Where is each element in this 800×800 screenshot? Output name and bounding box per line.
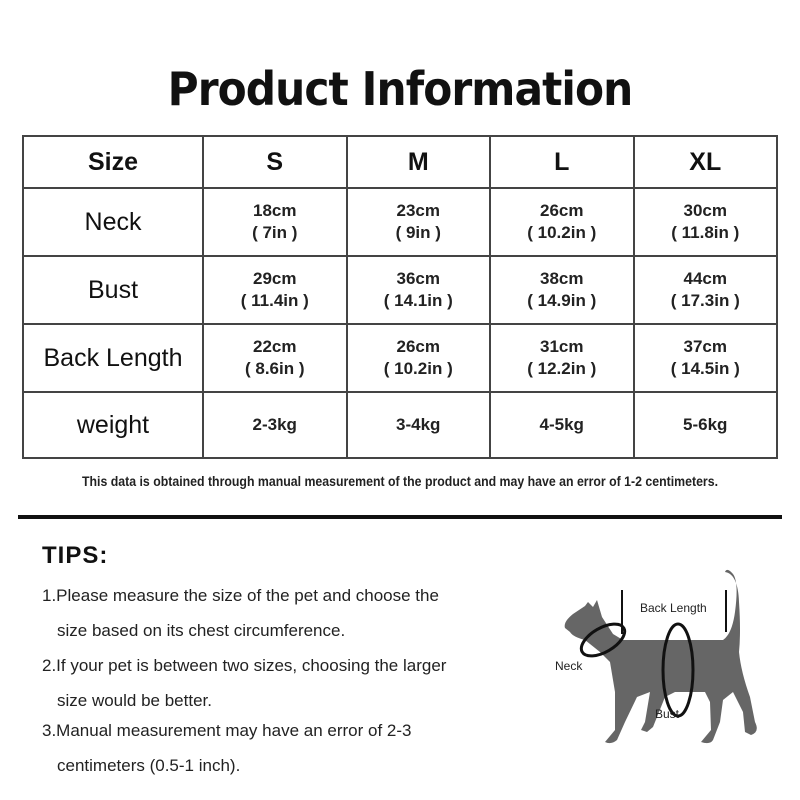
row-label: Bust [22, 255, 204, 325]
row-label: weight [22, 391, 204, 459]
table-cell: 36cm( 14.1in ) [345, 255, 491, 325]
tip-item: 3.Manual measurement may have an error o… [42, 721, 412, 775]
table-cell: 3-4kg [345, 391, 491, 459]
table-cell: 18cm( 7in ) [202, 187, 348, 257]
table-row: Back Length 22cm( 8.6in ) 26cm( 10.2in )… [22, 323, 778, 393]
header-m: M [345, 135, 491, 189]
header-size: Size [22, 135, 204, 189]
cat-silhouette-icon [564, 569, 757, 744]
table-cell: 22cm( 8.6in ) [202, 323, 348, 393]
table-cell: 31cm( 12.2in ) [489, 323, 635, 393]
back-length-label: Back Length [640, 601, 707, 615]
bust-label: Bust [655, 707, 680, 721]
table-cell: 23cm( 9in ) [345, 187, 491, 257]
table-row: Neck 18cm( 7in ) 23cm( 9in ) 26cm( 10.2i… [22, 187, 778, 257]
table-cell: 26cm( 10.2in ) [345, 323, 491, 393]
header-l: L [489, 135, 635, 189]
header-xl: XL [632, 135, 778, 189]
header-s: S [202, 135, 348, 189]
tips-heading: TIPS: [42, 542, 109, 569]
size-table: Size S M L XL Neck 18cm( 7in ) 23cm( 9in… [22, 135, 778, 459]
table-cell: 30cm( 11.8in ) [632, 187, 778, 257]
table-header-row: Size S M L XL [22, 135, 778, 189]
cat-measurement-diagram: Back Length Neck Bust [555, 569, 757, 744]
tip-item: 2.If your pet is between two sizes, choo… [42, 656, 447, 710]
table-cell: 29cm( 11.4in ) [202, 255, 348, 325]
bust-loop [661, 622, 695, 718]
table-cell: 2-3kg [202, 391, 348, 459]
table-cell: 5-6kg [632, 391, 778, 459]
table-cell: 44cm( 17.3in ) [632, 255, 778, 325]
tip-item: 1.Please measure the size of the pet and… [42, 586, 439, 640]
table-cell: 38cm( 14.9in ) [489, 255, 635, 325]
table-cell: 26cm( 10.2in ) [489, 187, 635, 257]
table-cell: 4-5kg [489, 391, 635, 459]
table-cell: 37cm( 14.5in ) [632, 323, 778, 393]
table-row: Bust 29cm( 11.4in ) 36cm( 14.1in ) 38cm(… [22, 255, 778, 325]
measurement-note: This data is obtained through manual mea… [82, 473, 718, 489]
row-label: Neck [22, 187, 204, 257]
table-row: weight 2-3kg 3-4kg 4-5kg 5-6kg [22, 391, 778, 459]
page-title: Product Information [167, 62, 634, 116]
neck-loop [579, 622, 627, 658]
divider [18, 515, 782, 519]
row-label: Back Length [22, 323, 204, 393]
neck-label: Neck [555, 659, 583, 673]
